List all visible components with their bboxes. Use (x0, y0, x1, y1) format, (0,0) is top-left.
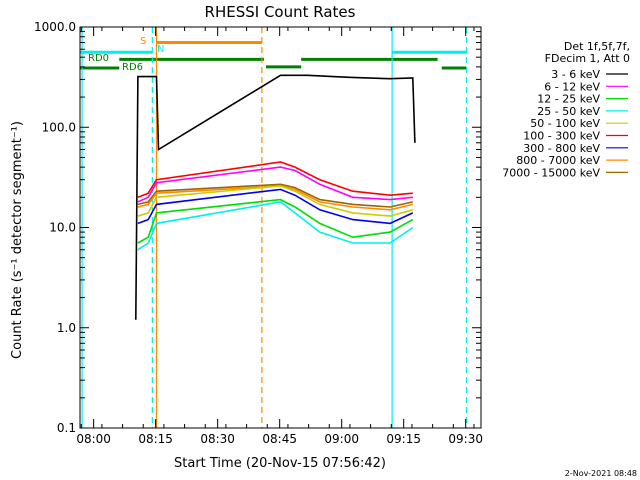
series-lines (135, 74, 416, 320)
y-tick-label: 1000.0 (34, 20, 76, 34)
series-line (137, 183, 413, 208)
overlay-bars (80, 41, 467, 70)
annotation-label: RD6 (122, 62, 143, 73)
y-tick-label: 100.0 (42, 120, 76, 134)
legend-label: 6 - 12 keV (544, 80, 600, 93)
x-axis-ticks: 08:00 08:15 08:30 08:45 09:00 09:15 09:30 (76, 27, 483, 446)
y-tick-label: 1.0 (57, 321, 76, 335)
series-line (137, 198, 414, 244)
y-tick-label: 0.1 (57, 421, 76, 435)
series-line (137, 201, 414, 251)
legend-header: Det 1f,5f,7f, (564, 40, 630, 53)
footer-timestamp: 2-Nov-2021 08:48 (565, 469, 637, 478)
legend-header: FDecim 1, Att 0 (545, 52, 630, 65)
event-marker-lines (81, 27, 468, 428)
chart-title: RHESSI Count Rates (205, 3, 356, 21)
legend-label: 3 - 6 keV (551, 68, 600, 81)
legend-label: 25 - 50 keV (537, 105, 600, 118)
plot-frame (79, 26, 482, 429)
x-tick-label: 08:15 (138, 432, 173, 446)
x-tick-label: 09:30 (448, 432, 483, 446)
y-tick-label: 10.0 (49, 221, 76, 235)
legend-label: 50 - 100 keV (530, 117, 600, 130)
annotation-label: S (140, 36, 146, 47)
legend-label: 800 - 7000 keV (516, 154, 600, 167)
x-tick-label: 09:15 (386, 432, 421, 446)
x-tick-label: 08:30 (200, 432, 235, 446)
x-tick-label: 09:00 (324, 432, 359, 446)
annotation-label: RD0 (88, 53, 109, 64)
x-axis-label: Start Time (20-Nov-15 07:56:42) (174, 456, 386, 471)
legend-label: 7000 - 15000 keV (502, 166, 600, 179)
series-line (137, 166, 413, 203)
series-line (137, 188, 414, 225)
legend-label: 100 - 300 keV (523, 130, 600, 143)
annotation-label: N (157, 44, 164, 55)
legend-label: 12 - 25 keV (537, 93, 600, 106)
series-line (137, 185, 414, 217)
series-line (137, 161, 413, 199)
y-axis-ticks: 0.1 1.0 10.0 100.0 1000.0 (34, 20, 481, 435)
legend-label: 300 - 800 keV (523, 142, 600, 155)
x-tick-label: 08:00 (76, 432, 111, 446)
series-line (137, 185, 413, 211)
series-line (135, 74, 416, 320)
x-tick-label: 08:45 (262, 432, 297, 446)
annotations: SN RD0 RD6 (88, 36, 164, 73)
y-axis-label: Count Rate (s⁻¹ detector segment⁻¹) (10, 121, 25, 359)
